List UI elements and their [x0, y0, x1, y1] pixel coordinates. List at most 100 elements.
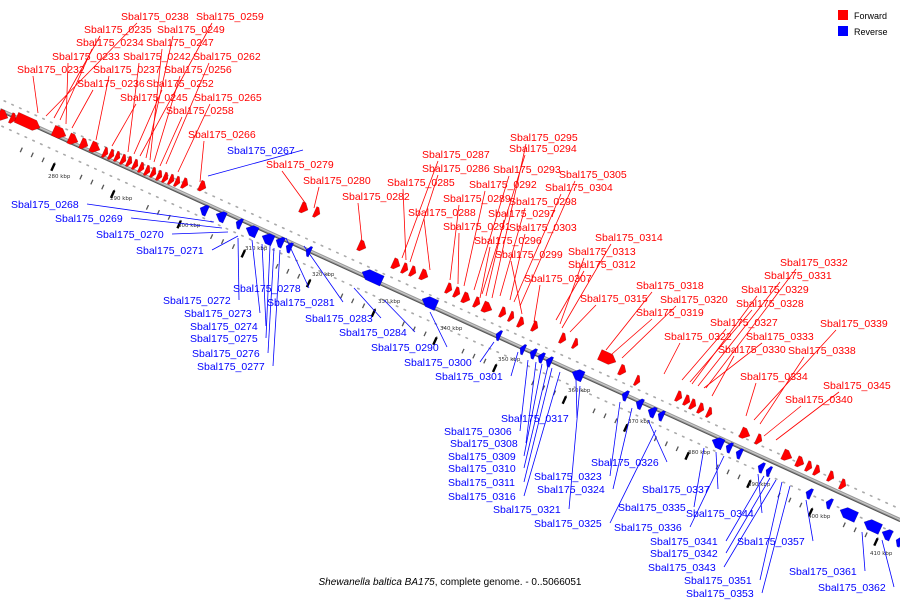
forward-leader-line [691, 295, 758, 385]
minor-tick [788, 497, 792, 503]
minor-tick [483, 358, 487, 364]
forward-gene-arrow [124, 155, 133, 167]
forward-leader-line [561, 243, 612, 329]
forward-gene-label: Sbal175_0235 [84, 24, 152, 36]
minor-tick [275, 263, 279, 269]
kbp-tick [873, 537, 879, 547]
kbp-label: 320 kbp [312, 272, 335, 278]
forward-gene-arrow [837, 478, 847, 490]
forward-gene-label: Sbal175_0287 [422, 149, 490, 161]
forward-gene-label: Sbal175_0282 [342, 191, 410, 203]
forward-gene-label: Sbal175_0249 [157, 24, 225, 36]
minor-tick [220, 239, 225, 245]
forward-leader-line [423, 218, 431, 271]
reverse-leader-line [523, 371, 561, 497]
forward-gene-arrow [179, 177, 189, 189]
forward-leader-line [53, 35, 101, 119]
reverse-leader-line [523, 363, 543, 457]
forward-leader-line [133, 89, 163, 155]
reverse-leader-line [612, 407, 633, 490]
backbone-shadow [0, 111, 900, 523]
reverse-leader-line [759, 481, 783, 581]
reverse-gene-label: Sbal175_0277 [197, 361, 265, 373]
reverse-gene-arrow [529, 348, 539, 360]
reverse-leader-line [519, 359, 529, 432]
forward-gene-label: Sbal175_0314 [595, 232, 663, 244]
forward-gene-label: Sbal175_0332 [780, 257, 848, 269]
minor-tick [101, 184, 105, 190]
forward-gene-arrow [399, 262, 409, 274]
reverse-gene-arrow [895, 537, 900, 548]
forward-leader-line [71, 89, 94, 129]
forward-gene-arrow [106, 148, 115, 160]
forward-gene-arrow [154, 169, 163, 181]
reverse-gene-label: Sbal175_0336 [614, 522, 682, 534]
reverse-gene-label: Sbal175_0301 [435, 371, 503, 383]
reverse-gene-arrow [519, 344, 528, 356]
kbp-label: 410 kbp [870, 551, 893, 557]
forward-leader-line [59, 48, 93, 121]
kbp-tick [622, 423, 629, 433]
forward-gene-arrow [50, 124, 67, 139]
kbp-tick [305, 279, 312, 288]
reverse-gene-arrow [285, 242, 295, 254]
forward-leader-line [485, 219, 505, 297]
kbp-label: 280 kbp [48, 174, 71, 180]
forward-leader-line [763, 405, 802, 437]
kbp-tick [807, 508, 814, 517]
forward-gene-arrow [681, 394, 691, 406]
forward-leader-line [711, 355, 735, 397]
reverse-gene-label: Sbal175_0278 [233, 283, 301, 295]
reverse-leader-line [261, 243, 267, 327]
reverse-leader-line [272, 249, 281, 367]
minor-tick [90, 179, 94, 185]
reverse-gene-arrow [571, 369, 586, 383]
minor-tick [472, 353, 476, 359]
forward-gene-label: Sbal175_0340 [785, 394, 853, 406]
reverse-leader-line [725, 477, 771, 554]
kbp-tick [240, 249, 247, 258]
forward-gene-arrow [390, 257, 401, 270]
forward-leader-line [555, 270, 585, 321]
legend: Forward Reverse [838, 10, 888, 37]
forward-gene-label: Sbal175_0280 [303, 175, 371, 187]
kbp-label: 380 kbp [688, 450, 711, 456]
reverse-leader-line [689, 455, 725, 528]
forward-gene-label: Sbal175_0313 [568, 246, 636, 258]
forward-gene-label: Sbal175_0334 [740, 371, 808, 383]
forward-gene-arrow [311, 206, 321, 218]
forward-gene-label: Sbal175_0242 [123, 51, 191, 63]
forward-leader-line [569, 304, 597, 333]
minor-tick [41, 157, 45, 163]
reverse-gene-arrow [421, 296, 440, 311]
reverse-gene-arrow [657, 410, 667, 422]
reverse-gene-label: Sbal175_0267 [227, 145, 295, 157]
reverse-leader-line [237, 237, 240, 301]
forward-leader-line [111, 103, 137, 147]
forward-gene-arrow [803, 460, 813, 472]
kbp-label: 340 kbp [440, 326, 463, 332]
forward-gene-arrow [148, 166, 157, 178]
dot-track-1 [0, 124, 895, 534]
forward-leader-line [457, 232, 460, 285]
forward-leader-line [165, 62, 210, 165]
legend-label: Reverse [854, 27, 888, 37]
forward-gene-label: Sbal175_0259 [196, 11, 264, 23]
forward-leader-line [611, 318, 653, 355]
kbp-label: 400 kbp [808, 514, 831, 520]
forward-leader-line [473, 175, 510, 291]
kbp-tick [176, 220, 182, 229]
reverse-leader-line [693, 447, 705, 508]
forward-gene-label: Sbal175_0238 [121, 11, 189, 23]
reverse-gene-label: Sbal175_0326 [591, 457, 659, 469]
forward-gene-label: Sbal175_0236 [77, 78, 145, 90]
forward-gene-arrow [160, 171, 169, 183]
forward-leader-line [177, 103, 211, 173]
forward-leader-line [753, 329, 837, 421]
reverse-leader-line [429, 311, 448, 348]
forward-gene-arrow [506, 310, 515, 322]
reverse-leader-line [805, 499, 814, 542]
forward-leader-line [159, 116, 183, 167]
forward-gene-arrow [497, 306, 507, 318]
